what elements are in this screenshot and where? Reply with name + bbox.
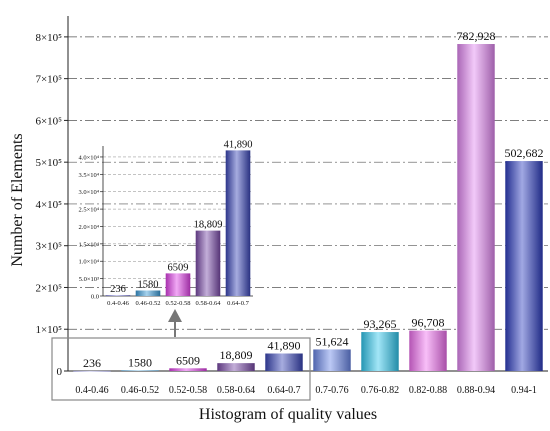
inset-y-tick-label: 1.5×10⁴ — [78, 241, 99, 248]
main-y-tick-label: 5×10⁵ — [35, 157, 62, 169]
inset-bar — [195, 230, 221, 296]
inset-y-tick-label: 0.0 — [91, 294, 99, 301]
zoom-region-box — [51, 337, 311, 401]
main-bar-value-label: 502,682 — [505, 146, 544, 160]
main-x-tick-label: 0.7-0.76 — [315, 385, 348, 396]
main-bar-value-label: 1580 — [128, 355, 152, 369]
inset-y-tick-label: 1.0×10⁴ — [78, 259, 99, 266]
main-bar-value-label: 782,928 — [457, 29, 496, 43]
main-y-tick-label: 7×10⁵ — [35, 74, 62, 86]
main-y-tick-label: 4×10⁵ — [35, 199, 62, 211]
inset-bar — [165, 273, 191, 296]
main-bar — [361, 332, 399, 371]
main-x-tick-label: 0.4-0.46 — [75, 385, 108, 396]
inset-bar — [225, 150, 251, 296]
main-bar — [505, 161, 543, 371]
main-y-tick-label: 2×10⁵ — [35, 282, 62, 294]
inset-x-tick-label: 0.58-0.64 — [196, 300, 222, 307]
inset-y-tick-label: 3.0×10⁴ — [78, 189, 99, 196]
main-x-tick-label: 0.52-0.58 — [169, 385, 207, 396]
main-x-tick-label: 0.76-0.82 — [361, 385, 399, 396]
main-bar — [73, 370, 111, 372]
inset-bar — [105, 295, 131, 296]
main-bar-value-label: 41,890 — [268, 339, 301, 353]
inset-y-tick-label: 2.0×10⁴ — [78, 224, 99, 231]
main-x-tick-label: 0.82-0.88 — [409, 385, 447, 396]
main-bar-value-label: 51,624 — [316, 334, 349, 348]
inset-bar — [135, 290, 161, 296]
main-bar — [457, 44, 495, 372]
main-x-tick-label: 0.64-0.7 — [267, 385, 300, 396]
inset-bar-value-label: 18,809 — [194, 220, 223, 231]
main-y-tick-label: 0 — [57, 366, 63, 378]
main-bar — [121, 370, 159, 371]
main-x-tick-label: 0.46-0.52 — [121, 385, 159, 396]
inset-bar-value-label: 41,890 — [224, 139, 253, 150]
main-x-tick-label: 0.88-0.94 — [457, 385, 495, 396]
inset-x-tick-label: 0.46-0.52 — [136, 300, 161, 307]
main-bar — [217, 363, 255, 371]
inset-x-tick-label: 0.64-0.7 — [227, 300, 249, 307]
main-x-tick-label: 0.94-1 — [511, 385, 537, 396]
inset-bar-value-label: 1580 — [138, 280, 159, 291]
main-bar — [169, 368, 207, 371]
inset-y-tick-label: 4.0×10⁴ — [78, 154, 99, 161]
inset-chart: 0.0 5.0×10³ 1.0×10⁴ 1.5×10⁴ 2.0×10⁴ 2.5×10⁴ 3.… — [78, 139, 253, 307]
main-y-tick-label: 8×10⁵ — [35, 32, 62, 44]
main-bar-value-label: 96,708 — [412, 316, 445, 330]
main-y-tick-label: 3×10⁵ — [35, 241, 62, 253]
main-bar — [265, 353, 303, 371]
main-labels: 236 0.4-0.46 1580 0.46-0.52 6509 0.52-0.58 18,… — [51, 29, 544, 401]
main-y-tick-label: 6×10⁵ — [35, 115, 62, 127]
main-bar-value-label: 18,809 — [220, 348, 253, 362]
main-bar — [313, 349, 351, 371]
main-bar-value-label: 6509 — [176, 353, 200, 367]
inset-y-tick-label: 5.0×10³ — [79, 276, 99, 283]
inset-x-tick-label: 0.4-0.46 — [107, 300, 129, 307]
main-y-tick-label: 1×10⁵ — [35, 324, 62, 336]
inset-x-tick-label: 0.52-0.58 — [166, 300, 191, 307]
x-axis-label: Histogram of quality values — [199, 406, 377, 423]
main-x-tick-label: 0.58-0.64 — [217, 385, 255, 396]
zoom-arrow-icon — [168, 309, 182, 322]
main-bar-value-label: 93,265 — [364, 317, 397, 331]
inset-y-tick-label: 3.5×10⁴ — [78, 172, 99, 179]
main-bars — [73, 44, 543, 372]
main-gridlines — [68, 36, 548, 330]
inset-y-tick-label: 2.5×10⁴ — [78, 207, 99, 214]
y-axis-label: Number of Elements — [9, 133, 26, 266]
main-bar-value-label: 236 — [83, 356, 101, 370]
inset-bar-value-label: 236 — [110, 284, 126, 295]
main-bar — [409, 330, 447, 371]
inset-bar-value-label: 6509 — [168, 262, 189, 273]
